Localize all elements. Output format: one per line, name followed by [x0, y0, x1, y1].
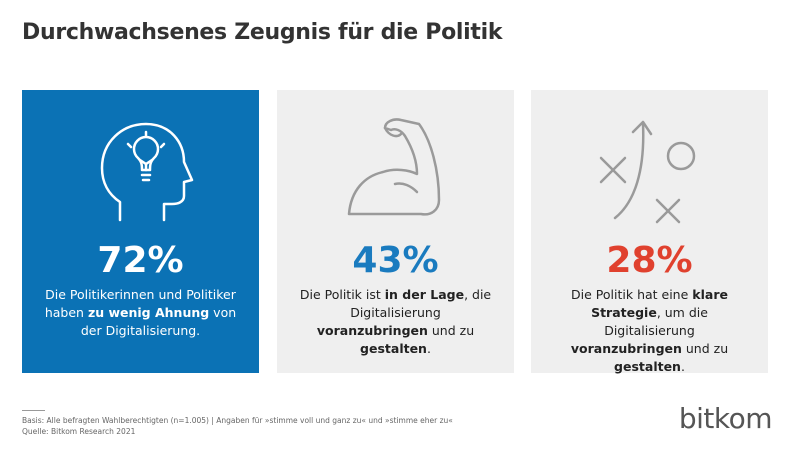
- text: von der Digitalisierung.: [80, 305, 237, 338]
- bold-text: gestalten: [614, 359, 681, 374]
- logo: bitkom: [678, 402, 773, 435]
- text: , die Digitalisierung: [350, 287, 492, 320]
- arm-icon: [347, 118, 441, 216]
- text: .: [426, 341, 431, 356]
- bold-text: gestalten: [360, 341, 427, 356]
- figure: 72%: [97, 240, 184, 281]
- figure: 43%: [352, 240, 439, 281]
- text: und zu: [681, 341, 729, 356]
- card: 72% Die Politikerinnen und Politiker hab…: [22, 90, 259, 373]
- text: Die Politik ist: [299, 287, 385, 302]
- strategy-icon: [599, 120, 696, 224]
- bold-text: zu wenig Ahnung: [87, 305, 210, 320]
- bold-text: voranzubringen: [570, 341, 682, 356]
- source-note: Quelle: Bitkom Research 2021: [22, 427, 136, 436]
- description: Die Politik hat eine klare Strategie, um…: [549, 286, 750, 376]
- head-icon: [100, 122, 194, 222]
- description: Die Politik ist in der Lage, die Digital…: [295, 286, 496, 358]
- bold-text: voranzubringen: [316, 323, 428, 338]
- card: 43% Die Politik ist in der Lage, die Dig…: [277, 90, 514, 373]
- title: Durchwachsenes Zeugnis für die Politik: [22, 20, 503, 45]
- bold-text: klare Strategie: [591, 287, 728, 320]
- basis-note: Basis: Alle befragten Wahlberechtigten (…: [22, 416, 453, 425]
- text: Die Politik hat eine: [571, 287, 693, 302]
- text: und zu: [427, 323, 475, 338]
- text: , um die Digitalisierung: [604, 305, 708, 338]
- bold-text: in der Lage: [384, 287, 465, 302]
- separator: [22, 410, 45, 411]
- figure: 28%: [606, 240, 693, 281]
- card: 28% Die Politik hat eine klare Strategie…: [531, 90, 768, 376]
- text: Die Politikerinnen und Politiker haben: [44, 287, 236, 320]
- text: .: [680, 359, 685, 374]
- description: Die Politikerinnen und Politiker haben z…: [40, 286, 241, 340]
